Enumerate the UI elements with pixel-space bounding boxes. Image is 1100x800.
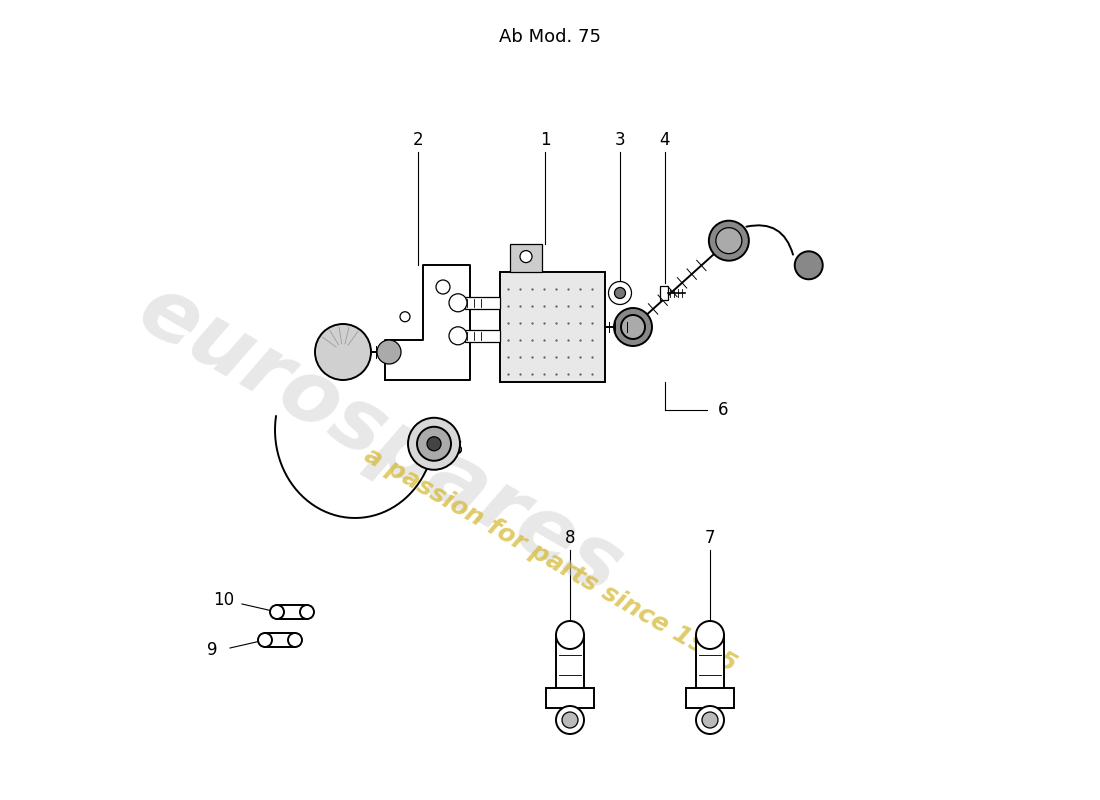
Circle shape (794, 251, 823, 279)
Circle shape (615, 287, 626, 298)
Circle shape (258, 633, 272, 647)
Circle shape (377, 340, 402, 364)
Circle shape (449, 294, 468, 312)
Circle shape (702, 712, 718, 728)
Text: 2: 2 (412, 131, 424, 149)
Circle shape (614, 308, 652, 346)
Text: a passion for parts since 1985: a passion for parts since 1985 (360, 443, 740, 677)
Bar (465, 297, 501, 309)
Text: 3: 3 (615, 131, 625, 149)
Text: 8: 8 (564, 529, 575, 547)
Circle shape (621, 315, 645, 339)
Circle shape (400, 312, 410, 322)
Circle shape (520, 250, 532, 262)
Circle shape (696, 621, 724, 649)
Text: 6: 6 (717, 401, 728, 419)
Text: 1: 1 (540, 131, 550, 149)
Circle shape (708, 221, 749, 261)
Bar (277, 605, 307, 619)
Text: 10: 10 (213, 591, 234, 609)
Circle shape (556, 621, 584, 649)
Text: eurospares: eurospares (123, 268, 637, 612)
Circle shape (696, 706, 724, 734)
Circle shape (315, 324, 371, 380)
Bar (696, 635, 724, 690)
Circle shape (408, 418, 460, 470)
Circle shape (436, 280, 450, 294)
Circle shape (449, 327, 468, 345)
Circle shape (288, 633, 302, 647)
Bar (510, 244, 542, 272)
Text: 4: 4 (660, 131, 670, 149)
Circle shape (716, 228, 741, 254)
Circle shape (427, 437, 441, 450)
Circle shape (562, 712, 578, 728)
Circle shape (556, 706, 584, 734)
Bar (660, 286, 668, 300)
Circle shape (270, 605, 284, 619)
Text: Ab Mod. 75: Ab Mod. 75 (499, 28, 601, 46)
Bar (686, 688, 734, 708)
Circle shape (608, 282, 631, 305)
Bar (500, 272, 605, 382)
Circle shape (300, 605, 313, 619)
Bar (556, 635, 584, 690)
Bar (265, 633, 295, 647)
Bar (465, 330, 501, 342)
Text: 5: 5 (453, 440, 463, 458)
Bar (547, 688, 594, 708)
Text: 9: 9 (207, 641, 218, 659)
Circle shape (417, 426, 451, 461)
Text: 7: 7 (705, 529, 715, 547)
